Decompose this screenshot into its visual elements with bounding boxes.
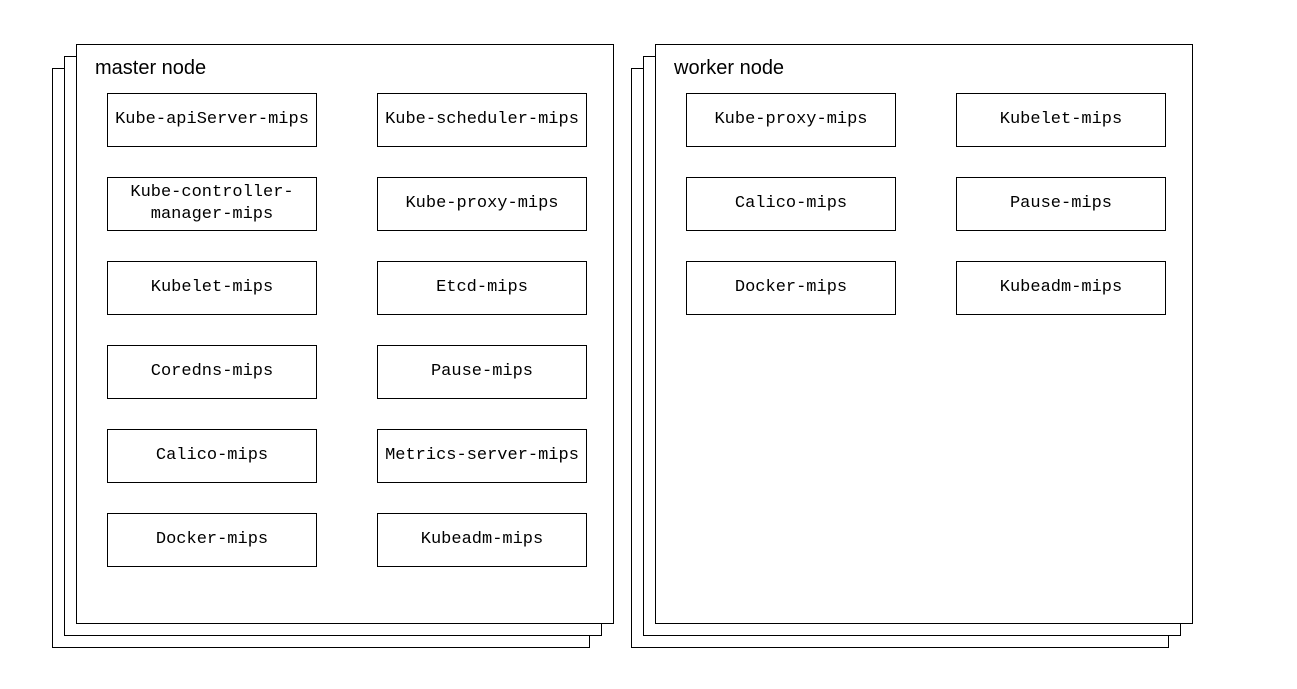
master-node-stack: master node Kube-apiServer-mips Kube-sch…: [52, 44, 614, 648]
component-kubeadm: Kubeadm-mips: [956, 261, 1166, 315]
component-kube-controller-manager: Kube-controller-manager-mips: [107, 177, 317, 231]
component-kubelet: Kubelet-mips: [107, 261, 317, 315]
worker-component-grid: Kube-proxy-mips Kubelet-mips Calico-mips…: [686, 93, 1166, 315]
component-calico: Calico-mips: [107, 429, 317, 483]
component-kubeadm: Kubeadm-mips: [377, 513, 587, 567]
master-node-title: master node: [95, 57, 206, 80]
worker-node-stack: worker node Kube-proxy-mips Kubelet-mips…: [631, 44, 1193, 648]
component-docker: Docker-mips: [107, 513, 317, 567]
component-metrics-server: Metrics-server-mips: [377, 429, 587, 483]
master-component-grid: Kube-apiServer-mips Kube-scheduler-mips …: [107, 93, 587, 567]
master-node-box: master node Kube-apiServer-mips Kube-sch…: [76, 44, 614, 624]
component-pause: Pause-mips: [956, 177, 1166, 231]
worker-node-title: worker node: [674, 57, 784, 80]
component-coredns: Coredns-mips: [107, 345, 317, 399]
component-kube-proxy: Kube-proxy-mips: [377, 177, 587, 231]
component-kube-scheduler: Kube-scheduler-mips: [377, 93, 587, 147]
architecture-diagram: master node Kube-apiServer-mips Kube-sch…: [0, 0, 1297, 689]
worker-node-box: worker node Kube-proxy-mips Kubelet-mips…: [655, 44, 1193, 624]
component-kube-apiserver: Kube-apiServer-mips: [107, 93, 317, 147]
component-pause: Pause-mips: [377, 345, 587, 399]
component-etcd: Etcd-mips: [377, 261, 587, 315]
component-kube-proxy: Kube-proxy-mips: [686, 93, 896, 147]
component-kubelet: Kubelet-mips: [956, 93, 1166, 147]
component-docker: Docker-mips: [686, 261, 896, 315]
component-calico: Calico-mips: [686, 177, 896, 231]
